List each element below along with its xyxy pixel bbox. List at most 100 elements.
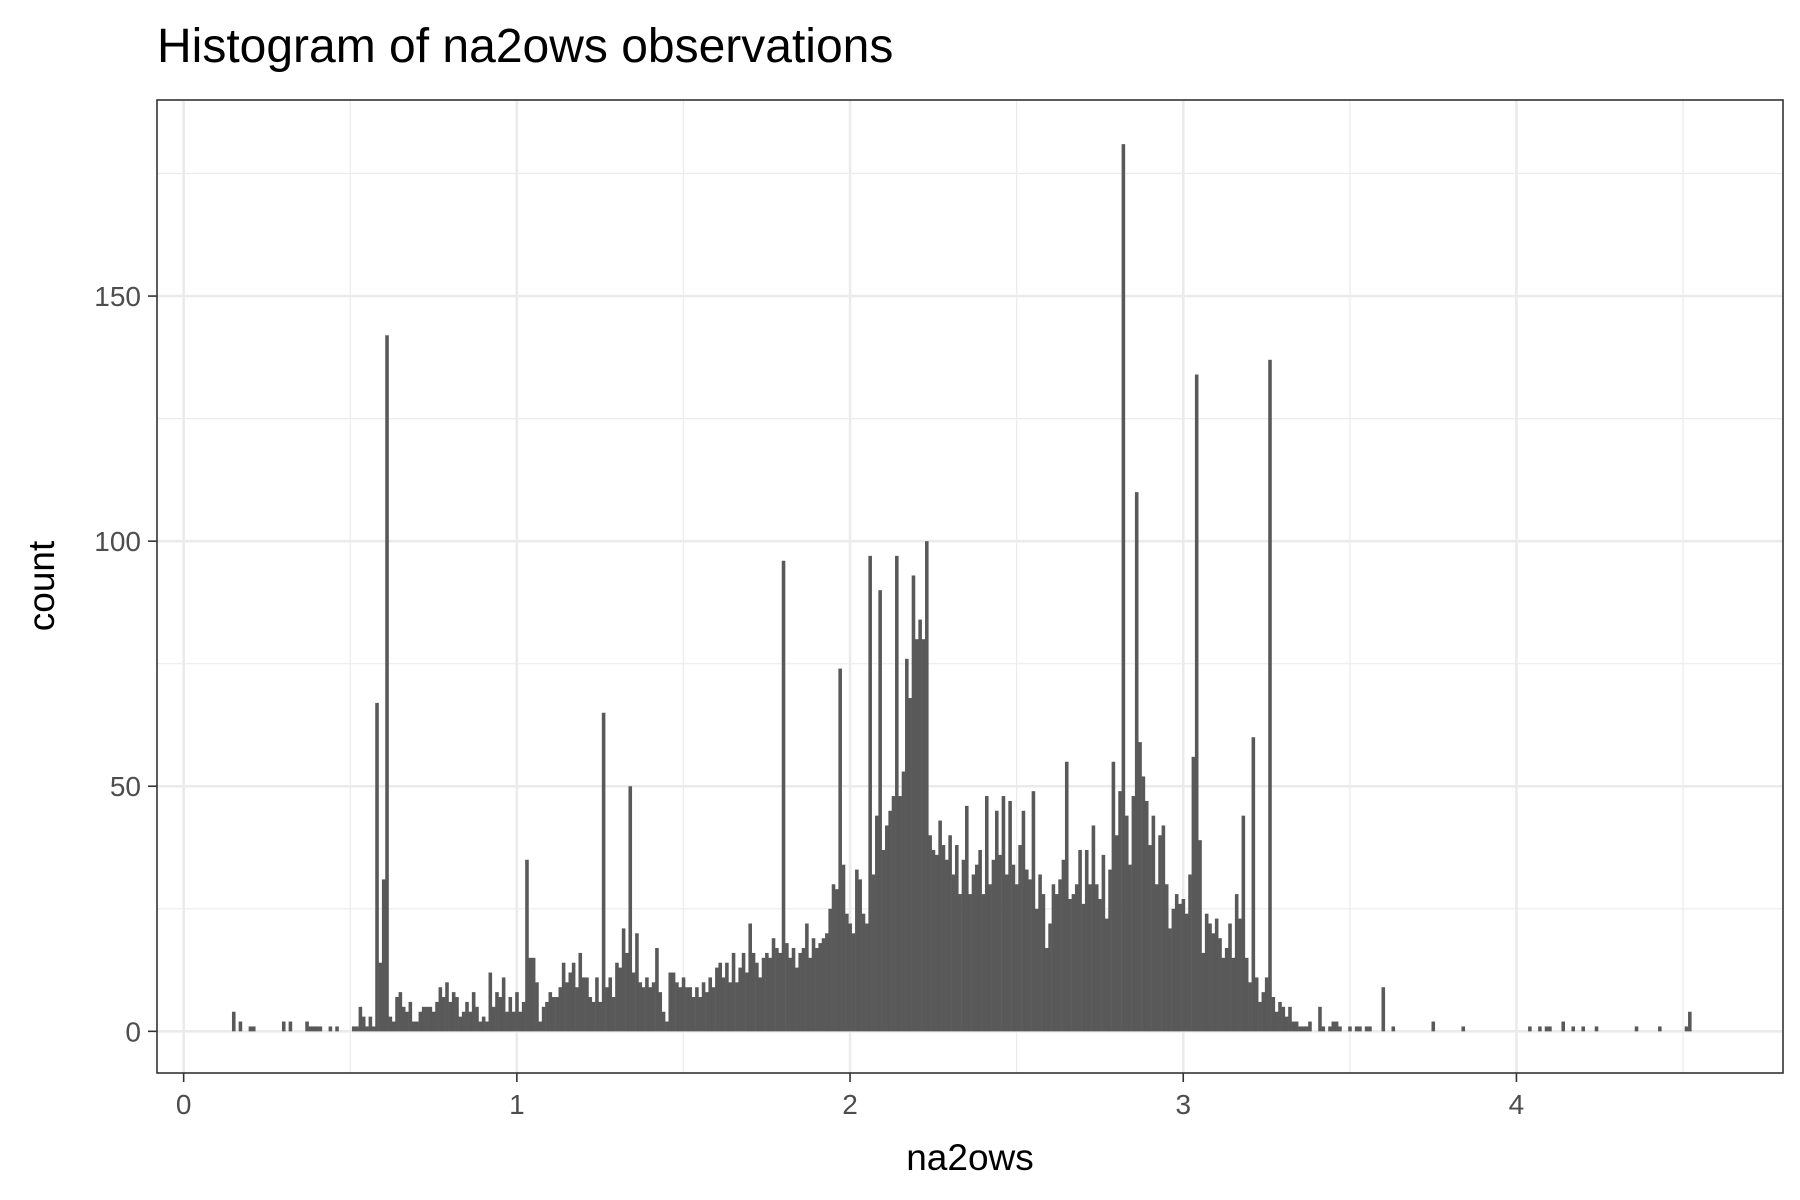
histogram-bar <box>525 859 529 1032</box>
histogram-bar <box>488 972 493 1032</box>
histogram-bar <box>588 997 593 1032</box>
histogram-bar <box>745 972 749 1032</box>
histogram-bar <box>981 894 986 1032</box>
histogram-bar <box>1354 1026 1359 1032</box>
histogram-bar <box>875 815 879 1032</box>
histogram-bar <box>1431 1021 1436 1032</box>
histogram-bar <box>751 952 756 1032</box>
histogram-bar <box>1381 987 1386 1032</box>
histogram-bar <box>505 1011 509 1032</box>
histogram-bar <box>1198 840 1202 1032</box>
histogram-bar <box>1594 1026 1599 1032</box>
histogram-bar <box>1014 884 1019 1032</box>
histogram-bar <box>1141 776 1146 1032</box>
histogram-bar <box>381 879 386 1032</box>
histogram-bar <box>1131 796 1136 1032</box>
histogram-bar <box>1011 864 1016 1032</box>
histogram-bar <box>1134 492 1139 1032</box>
histogram-bar <box>1228 923 1232 1032</box>
histogram-bar <box>1168 928 1172 1032</box>
histogram-bar <box>231 1011 236 1032</box>
histogram-bar <box>1174 894 1179 1032</box>
histogram-bar <box>781 560 786 1032</box>
histogram-bar <box>1201 952 1206 1032</box>
histogram-bar <box>541 1006 546 1032</box>
histogram-bar <box>975 864 979 1032</box>
histogram-bar <box>1298 1026 1302 1032</box>
histogram-bar <box>311 1026 316 1032</box>
histogram-bar <box>1064 761 1069 1032</box>
histogram-bar <box>868 555 872 1032</box>
histogram-bar <box>1238 918 1242 1032</box>
histogram-bar <box>1348 1026 1352 1032</box>
histogram-bar <box>908 698 912 1032</box>
histogram-bar <box>1538 1026 1542 1032</box>
histogram-bar <box>1254 977 1259 1032</box>
histogram-bar <box>1048 923 1052 1032</box>
histogram-bar <box>1688 1011 1692 1032</box>
histogram-bar <box>801 948 806 1032</box>
histogram-bar <box>1104 918 1109 1032</box>
histogram-bar <box>1261 992 1266 1032</box>
histogram-bar <box>401 1006 406 1032</box>
histogram-bar <box>595 977 599 1032</box>
histogram-bar <box>798 952 802 1032</box>
histogram-bar <box>461 1011 466 1032</box>
histogram-bar <box>905 658 909 1032</box>
histogram-bars <box>231 144 1692 1032</box>
histogram-bar <box>891 796 896 1032</box>
histogram-bar <box>675 982 679 1032</box>
histogram-bar <box>358 1006 363 1032</box>
histogram-bar <box>578 952 583 1032</box>
histogram-bar <box>1148 845 1152 1032</box>
histogram-bar <box>1208 923 1212 1032</box>
histogram-bar <box>431 1011 436 1032</box>
histogram-bar <box>998 854 1002 1032</box>
histogram-bar <box>638 982 643 1032</box>
histogram-bar <box>375 702 379 1032</box>
histogram-bar <box>941 845 946 1032</box>
histogram-bar <box>351 1026 356 1032</box>
histogram-bar <box>521 1001 526 1032</box>
histogram-bar <box>1248 982 1252 1032</box>
histogram-bar <box>1684 1026 1689 1032</box>
histogram-bar <box>1164 884 1169 1032</box>
histogram-bar <box>1214 918 1219 1032</box>
histogram-bar <box>1154 884 1159 1032</box>
histogram-bar <box>1328 1026 1332 1032</box>
histogram-bar <box>1108 869 1112 1032</box>
histogram-bar <box>1144 800 1149 1032</box>
histogram-bar <box>861 913 866 1032</box>
histogram-bar <box>458 1016 463 1032</box>
histogram-bar <box>435 1001 439 1032</box>
histogram-bar <box>1258 1001 1262 1032</box>
histogram-bar <box>701 982 706 1032</box>
histogram-bar <box>438 987 443 1032</box>
histogram-bar <box>1101 854 1106 1032</box>
x-axis-title: na2ows <box>906 1137 1034 1178</box>
histogram-bar <box>555 997 559 1032</box>
histogram-bar <box>605 987 609 1032</box>
histogram-bar <box>1308 1021 1312 1032</box>
histogram-bar <box>795 967 799 1032</box>
histogram-bar <box>668 972 673 1032</box>
histogram-bar <box>1081 903 1086 1032</box>
histogram-bar <box>1581 1026 1585 1032</box>
histogram-bar <box>1181 898 1186 1032</box>
histogram-bar <box>1068 898 1072 1032</box>
histogram-bar <box>618 967 623 1032</box>
histogram-bar <box>768 957 772 1032</box>
histogram-bar <box>631 972 636 1032</box>
histogram-bar <box>945 859 949 1032</box>
histogram-bar <box>831 884 836 1032</box>
histogram-bar <box>1041 894 1046 1032</box>
histogram-bar <box>828 908 832 1032</box>
histogram-bar <box>971 874 976 1032</box>
histogram-bar <box>1224 948 1229 1032</box>
histogram-bar <box>958 894 962 1032</box>
histogram-bar <box>531 957 536 1032</box>
histogram-bar <box>425 1006 429 1032</box>
histogram-bar <box>561 962 566 1032</box>
histogram-bar <box>575 987 579 1032</box>
